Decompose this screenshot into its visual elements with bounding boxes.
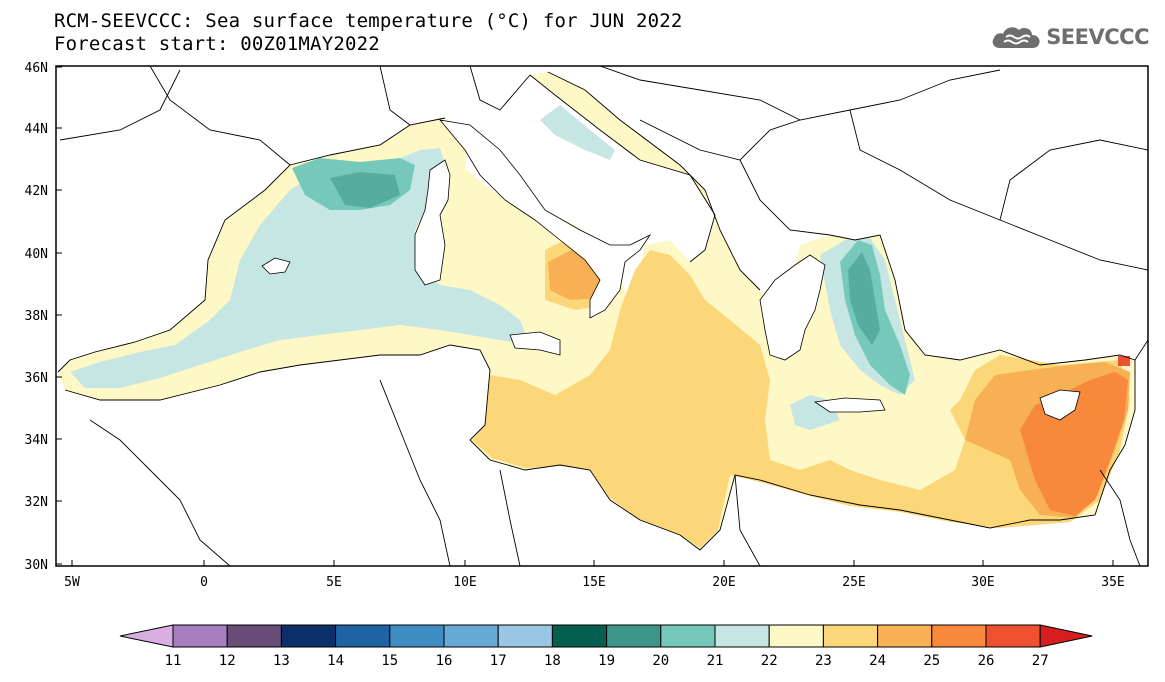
land-crete <box>813 397 886 413</box>
lon-label-5e: 5E <box>326 575 342 590</box>
lat-label-32n: 32N <box>25 495 48 510</box>
map-title: RCM-SEEVCCC: Sea surface temperature (°C… <box>54 10 683 56</box>
lat-label-44n: 44N <box>25 122 48 137</box>
lon-label-30e: 30E <box>971 575 994 590</box>
colorbar-box-13-14 <box>280 624 337 648</box>
title-line-2: Forecast start: 00Z01MAY2022 <box>54 33 380 55</box>
land-sicily <box>509 331 561 356</box>
map-frame <box>55 65 1149 567</box>
colorbar-label-26: 26 <box>978 653 995 669</box>
lat-axis: 30N 32N 34N 36N 38N 40N 42N 44N 46N <box>25 61 62 573</box>
colorbar-box-25-26 <box>931 624 987 648</box>
land-corsica-sardinia <box>414 159 451 286</box>
lon-label-0: 0 <box>200 575 208 590</box>
colorbar-label-23: 23 <box>815 653 832 669</box>
lat-label-46n: 46N <box>25 61 48 76</box>
colorbar: 11 12 13 14 15 16 17 18 19 20 21 22 23 24 25 26 27 <box>119 624 1093 669</box>
colorbar-over-triangle <box>1039 624 1093 648</box>
seevccc-logo: SEEVCCC <box>990 22 1149 52</box>
colorbar-label-22: 22 <box>761 653 778 669</box>
sea-22-adriatic <box>540 105 615 160</box>
lon-label-15e: 15E <box>582 575 605 590</box>
colorbar-label-13: 13 <box>273 653 290 669</box>
colorbar-label-16: 16 <box>436 653 453 669</box>
lat-label-38n: 38N <box>25 309 48 324</box>
colorbar-label-20: 20 <box>652 653 669 669</box>
sea-24-central <box>472 250 1130 548</box>
lat-label-42n: 42N <box>25 184 48 199</box>
lon-label-20e: 20E <box>712 575 735 590</box>
colorbar-label-14: 14 <box>327 653 344 669</box>
colorbar-box-18-19 <box>551 624 608 648</box>
sea-20-ligurian <box>330 172 400 208</box>
colorbar-label-21: 21 <box>707 653 724 669</box>
sea-22-west <box>70 148 530 388</box>
title-line-1: RCM-SEEVCCC: Sea surface temperature (°C… <box>54 10 683 32</box>
lat-label-30n: 30N <box>25 558 48 573</box>
colorbar-label-27: 27 <box>1032 653 1049 669</box>
colorbar-box-23-24 <box>822 624 879 648</box>
colorbar-box-19-20 <box>606 624 662 648</box>
logo-text: SEEVCCC <box>1046 25 1149 49</box>
colorbar-box-22-23 <box>768 624 824 648</box>
colorbar-label-11: 11 <box>165 653 182 669</box>
sea-20-aegean <box>848 252 880 345</box>
colorbar-label-12: 12 <box>219 653 236 669</box>
colorbar-label-15: 15 <box>381 653 398 669</box>
lon-label-5w: 5W <box>64 575 80 590</box>
colorbar-box-26-27 <box>985 624 1041 648</box>
colorbar-label-19: 19 <box>598 653 615 669</box>
lat-label-40n: 40N <box>25 247 48 262</box>
sea-27-spot <box>1118 356 1130 366</box>
lon-label-25e: 25E <box>842 575 865 590</box>
colorbar-box-11-12 <box>172 624 228 648</box>
colorbar-label-25: 25 <box>923 653 940 669</box>
land-cyprus <box>1039 389 1081 421</box>
colorbar-box-16-17 <box>443 624 499 648</box>
land-balearic <box>261 257 291 275</box>
colorbar-box-14-15 <box>335 624 391 648</box>
colorbar-box-20-21 <box>660 624 716 648</box>
lat-label-34n: 34N <box>25 433 48 448</box>
cloud-icon <box>992 27 1040 48</box>
colorbar-box-21-22 <box>714 624 770 648</box>
lon-axis: 5W 0 5E 10E 15E 20E 25E 30E 35E <box>64 560 1125 590</box>
colorbar-box-24-25 <box>877 624 933 648</box>
lon-label-10e: 10E <box>453 575 476 590</box>
land-italy <box>439 119 652 319</box>
country-borders <box>57 66 1148 566</box>
colorbar-box-17-18 <box>497 624 553 648</box>
colorbar-box-12-13 <box>226 624 282 648</box>
map-plot-area <box>56 66 1148 566</box>
colorbar-label-24: 24 <box>869 653 886 669</box>
lon-label-35e: 35E <box>1101 575 1124 590</box>
land-greece <box>759 254 826 361</box>
colorbar-label-18: 18 <box>544 653 561 669</box>
colorbar-label-17: 17 <box>490 653 507 669</box>
colorbar-box-15-16 <box>389 624 445 648</box>
colorbar-under-triangle <box>119 624 174 648</box>
lat-label-36n: 36N <box>25 371 48 386</box>
